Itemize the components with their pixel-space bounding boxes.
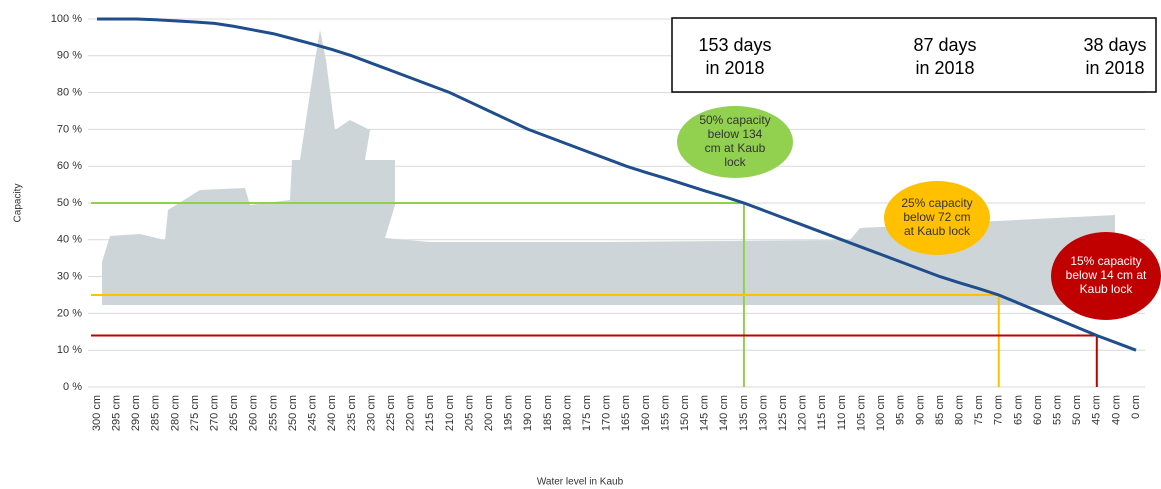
x-tick-label: 85 cm [934,395,946,425]
x-tick-label: 40 cm [1110,395,1122,425]
x-tick-label: 255 cm [267,395,279,431]
x-tick-label: 225 cm [385,395,397,431]
days-box [671,17,1157,93]
days-text: in 2018 [705,58,764,78]
annotation-bubble [1051,232,1161,320]
x-tick-label: 205 cm [463,395,475,431]
x-tick-label: 95 cm [895,395,907,425]
x-tick-label: 195 cm [503,395,515,431]
days-text: 153 days [698,35,771,55]
x-tick-label: 280 cm [169,395,181,431]
days-text: in 2018 [915,58,974,78]
x-tick-label: 75 cm [973,395,985,425]
x-tick-label: 120 cm [797,395,809,431]
x-tick-label: 125 cm [777,395,789,431]
x-tick-label: 55 cm [1051,395,1063,425]
y-tick-label: 10 % [57,344,82,356]
x-tick-label: 300 cm [91,395,103,431]
y-tick-label: 50 % [57,197,82,209]
x-tick-label: 65 cm [1012,395,1024,425]
annotation-bubble [677,106,793,178]
y-tick-label: 60 % [57,160,82,172]
x-tick-label: 140 cm [718,395,730,431]
x-tick-label: 250 cm [287,395,299,431]
y-tick-label: 70 % [57,123,82,135]
annotation-text: below 14 cm at [1066,268,1147,282]
x-tick-label: 115 cm [816,395,828,430]
annotation-text: lock [724,155,746,169]
x-tick-label: 200 cm [483,395,495,431]
x-tick-label: 240 cm [326,395,338,431]
y-tick-label: 80 % [57,87,82,99]
x-tick-label: 285 cm [150,395,162,431]
annotation-bubble [884,181,990,255]
x-tick-label: 170 cm [601,395,613,431]
x-tick-label: 50 cm [1071,395,1083,425]
annotation-text: 50% capacity [699,113,770,127]
annotation-text: 25% capacity [901,196,972,210]
y-tick-label: 100 % [51,13,82,25]
x-tick-label: 260 cm [248,395,260,431]
annotation-text: 15% capacity [1070,254,1141,268]
x-tick-label: 45 cm [1091,395,1103,425]
x-tick-label: 80 cm [953,395,965,425]
x-tick-label: 265 cm [228,395,240,431]
y-tick-label: 30 % [57,271,82,283]
y-tick-label: 90 % [57,50,82,62]
x-tick-label: 215 cm [424,395,436,431]
x-axis-label: Water level in Kaub [537,477,624,488]
x-tick-label: 175 cm [581,395,593,431]
x-tick-label: 235 cm [346,395,358,431]
x-tick-label: 145 cm [699,395,711,431]
x-tick-label: 210 cm [444,395,456,431]
annotation-text: below 134 [708,127,763,141]
x-tick-label: 160 cm [640,395,652,431]
x-tick-label: 290 cm [130,395,142,431]
x-tick-label: 185 cm [542,395,554,431]
x-tick-label: 150 cm [679,395,691,431]
y-tick-label: 40 % [57,234,82,246]
x-tick-label: 105 cm [855,395,867,431]
capacity-line [97,17,1137,352]
x-tick-label: 190 cm [522,395,534,431]
x-tick-label: 90 cm [914,395,926,425]
annotation-text: below 72 cm [903,210,970,224]
x-tick-label: 220 cm [405,395,417,431]
y-axis-label: Capacity [13,184,24,223]
x-tick-label: 60 cm [1032,395,1044,425]
x-tick-label: 100 cm [875,395,887,431]
days-text: 87 days [913,35,976,55]
x-tick-label: 155 cm [659,395,671,431]
x-tick-label: 295 cm [111,395,123,431]
x-tick-label: 70 cm [993,395,1005,425]
x-tick-label: 165 cm [620,395,632,431]
annotation-text: at Kaub lock [904,224,971,238]
annotation-text: Kaub lock [1080,282,1134,296]
days-text: 38 days [1083,35,1146,55]
y-tick-label: 0 % [63,381,82,393]
x-tick-label: 270 cm [209,395,221,431]
days-text: in 2018 [1085,58,1144,78]
y-tick-label: 20 % [57,307,82,319]
x-tick-label: 275 cm [189,395,201,431]
x-tick-label: 0 cm [1130,395,1142,419]
x-tick-label: 230 cm [365,395,377,431]
ship-silhouette [102,30,1115,305]
annotation-text: cm at Kaub [705,141,766,155]
x-tick-label: 130 cm [757,395,769,431]
x-tick-label: 110 cm [836,395,848,430]
x-tick-label: 245 cm [307,395,319,431]
x-tick-label: 135 cm [738,395,750,431]
x-tick-label: 180 cm [561,395,573,431]
